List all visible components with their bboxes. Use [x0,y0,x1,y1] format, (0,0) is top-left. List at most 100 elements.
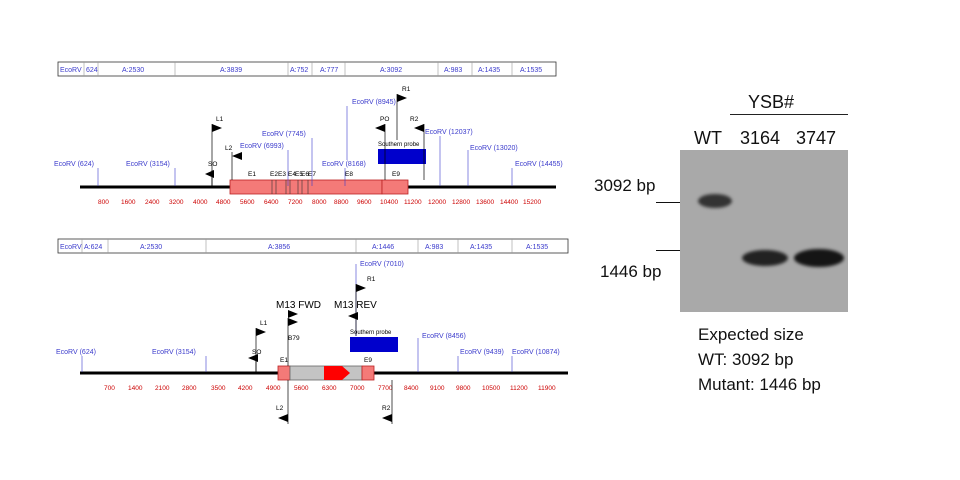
ecorv-site: EcoRV (9439) [460,349,504,356]
ecorv-site: EcoRV (10874) [512,349,560,356]
primer-label: SO [252,349,261,356]
scale-tick: 4900 [266,385,281,392]
exon-e1 [277,365,291,381]
scale-tick: 2800 [182,385,197,392]
marker-line-upper [656,202,680,203]
top-segment-label: A:3839 [220,67,242,74]
bottom-segment-label: A:2530 [140,244,162,251]
exon-label: E9 [364,357,372,364]
scale-tick: 4200 [238,385,253,392]
bottom-segment-label: A:1535 [526,244,548,251]
primer-label: R1 [367,276,376,283]
exon-e9 [361,365,375,381]
genomic-map: EcoRV 624 A:2530 A:3839 A:752 A:777 A:30… [54,61,569,424]
primer-label: L2 [225,145,233,152]
size-label-lower: 1446 bp [600,262,662,281]
exon-label: E2 [270,171,278,178]
scale-tick: 12000 [428,199,446,206]
band-wt-3092 [698,194,732,208]
scale-tick: 5600 [240,199,255,206]
scale-tick: 4800 [216,199,231,206]
ecorv-site: EcoRV (12037) [425,129,473,136]
primer-label: SO [208,161,217,168]
primer-label: M13 REV [334,300,377,311]
scale-tick: 11200 [404,199,422,206]
top-fragment-bar: EcoRV 624 A:2530 A:3839 A:752 A:777 A:30… [57,61,557,77]
exon-label: E1 [280,357,288,364]
bottom-segment-label: A:624 [84,244,102,251]
scale-tick: 6400 [264,199,279,206]
top-segment-label: A:777 [320,67,338,74]
bottom-fragment-bar: EcoRV A:624 A:2530 A:3856 A:1446 A:983 A… [57,238,569,254]
primer-label: M13 FWD [276,300,321,311]
scale-tick: 700 [104,385,115,392]
top-segment-label: A:3092 [380,67,402,74]
scale-tick: 9800 [456,385,471,392]
marker-line-lower [656,250,680,251]
exon-label: E9 [392,171,400,178]
scale-tick: 13600 [476,199,494,206]
primer-label: PO [380,116,389,123]
gel-image [680,150,848,312]
ecorv-site: EcoRV (8168) [322,161,366,168]
probe-label: Southern probe [350,330,392,336]
ecorv-site: EcoRV (13020) [470,145,518,152]
scale-tick: 800 [98,199,109,206]
ecorv-site: EcoRV (3154) [152,349,196,356]
ecorv-site: EcoRV (8945) [352,99,396,106]
top-segment-label: A:1535 [520,67,542,74]
primer-label: L1 [216,116,224,123]
scale-tick: 11900 [538,385,556,392]
scale-tick: 7700 [378,385,393,392]
scale-tick: 14400 [500,199,518,206]
legend-wt: WT: 3092 bp [698,350,794,369]
top-segment-label: A:752 [290,67,308,74]
exon-label: E1 [248,171,256,178]
scale-tick: 2400 [145,199,160,206]
scale-tick: 9100 [430,385,445,392]
bottom-segment-label: A:1446 [372,244,394,251]
primer-label: L2 [276,405,284,412]
top-segment-label: A:2530 [122,67,144,74]
band-3164-1446 [742,250,788,266]
size-label-upper: 3092 bp [594,176,656,195]
probe-label: Southern probe [378,142,420,148]
ecorv-site: EcoRV (3154) [126,161,170,168]
scale-tick: 1400 [128,385,143,392]
group-underline [730,114,848,115]
scale-tick: 10400 [380,199,398,206]
ecorv-site: EcoRV (624) [56,349,96,356]
ecorv-site: EcoRV (14455) [515,161,563,168]
primer-label: B79 [288,335,300,342]
southern-probe-bottom [350,337,398,352]
scale-tick: 5600 [294,385,309,392]
bottom-segment-label: A:3856 [268,244,290,251]
ecorv-site: EcoRV (6993) [240,143,284,150]
exon-label: E5 [295,171,303,178]
exon-label: E3 [278,171,286,178]
group-label: YSB# [748,92,795,112]
top-segment-label: 624 [86,67,98,74]
primer-label: L1 [260,320,268,327]
lane-label-3164: 3164 [740,128,781,148]
lane-label-wt: WT [694,128,722,148]
expected-size-legend: Expected size WT: 3092 bp Mutant: 1446 b… [698,322,821,397]
lane-label-3747: 3747 [796,128,837,148]
exon-label: E4 [288,171,296,178]
scale-tick: 8800 [334,199,349,206]
bottom-segment-label: A:1435 [470,244,492,251]
scale-tick: 8400 [404,385,419,392]
ecorv-site: EcoRV (7745) [262,131,306,138]
southern-probe-top [378,149,426,164]
top-segment-label: A:1435 [478,67,500,74]
primer-label: R2 [410,116,419,123]
scale-tick: 2100 [155,385,170,392]
legend-mutant: Mutant: 1446 bp [698,375,821,394]
top-segment-label: A:983 [444,67,462,74]
band-3747-1446 [794,249,844,267]
scale-tick: 4000 [193,199,208,206]
exon-label: E8 [345,171,353,178]
scale-tick: 3500 [211,385,226,392]
scale-tick: 7200 [288,199,303,206]
top-segment-label: EcoRV [60,67,82,74]
